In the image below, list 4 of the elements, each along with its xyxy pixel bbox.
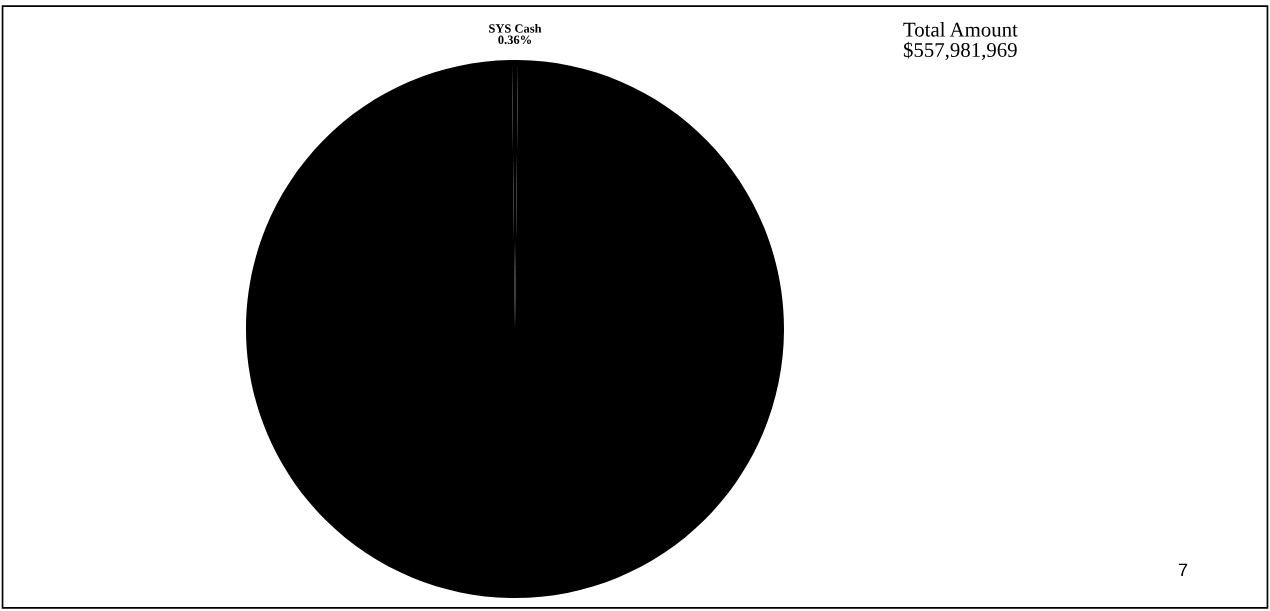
slice-label: SYS Cash	[489, 23, 542, 33]
text: 7	[1178, 563, 1188, 577]
text: Total Amount $557,981,969	[903, 22, 1018, 60]
data-label: 0.36%	[498, 35, 532, 45]
